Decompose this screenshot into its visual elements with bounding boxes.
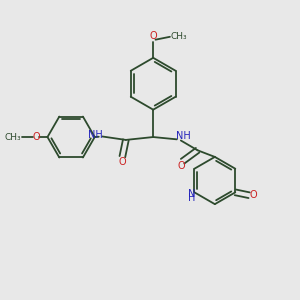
Text: O: O <box>149 31 157 41</box>
Text: NH: NH <box>88 130 103 140</box>
Text: CH₃: CH₃ <box>171 32 188 41</box>
Text: N: N <box>188 189 196 199</box>
Text: O: O <box>118 157 126 167</box>
Text: O: O <box>177 160 185 171</box>
Text: H: H <box>188 193 196 203</box>
Text: CH₃: CH₃ <box>4 133 21 142</box>
Text: NH: NH <box>176 131 191 142</box>
Text: O: O <box>33 132 41 142</box>
Text: O: O <box>249 190 257 200</box>
